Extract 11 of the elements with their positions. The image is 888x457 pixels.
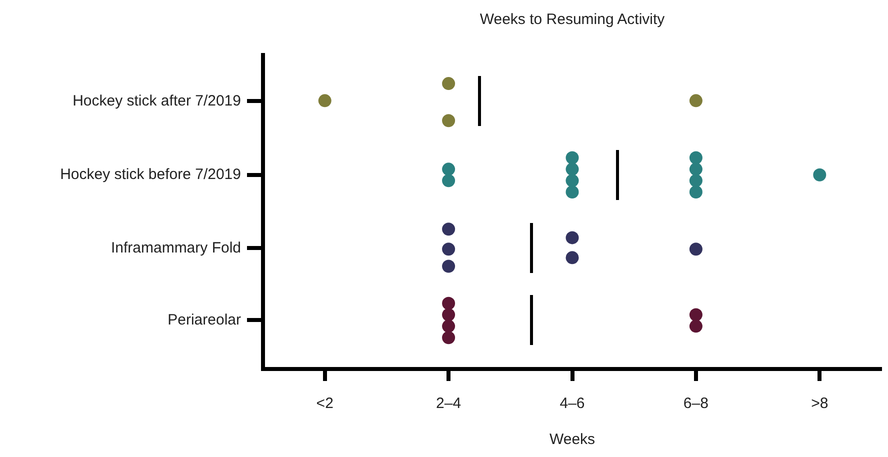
text: Periareolar (168, 312, 241, 329)
x-tick-label: 4–6 (560, 395, 585, 412)
x-tick-label: 2–4 (436, 395, 462, 412)
x-tick-label: 6–8 (683, 395, 708, 412)
text: Hockey stick before 7/2019 (60, 166, 241, 184)
chart-title: Weeks to Resuming Activity (480, 11, 666, 28)
text: Inframammary Fold (110, 239, 241, 256)
x-tick-label: >8 (811, 395, 828, 412)
x-axis-title: Weeks (549, 431, 596, 448)
text: Hockey stick after 7/2019 (72, 92, 241, 110)
x-tick-label: <2 (316, 395, 334, 412)
